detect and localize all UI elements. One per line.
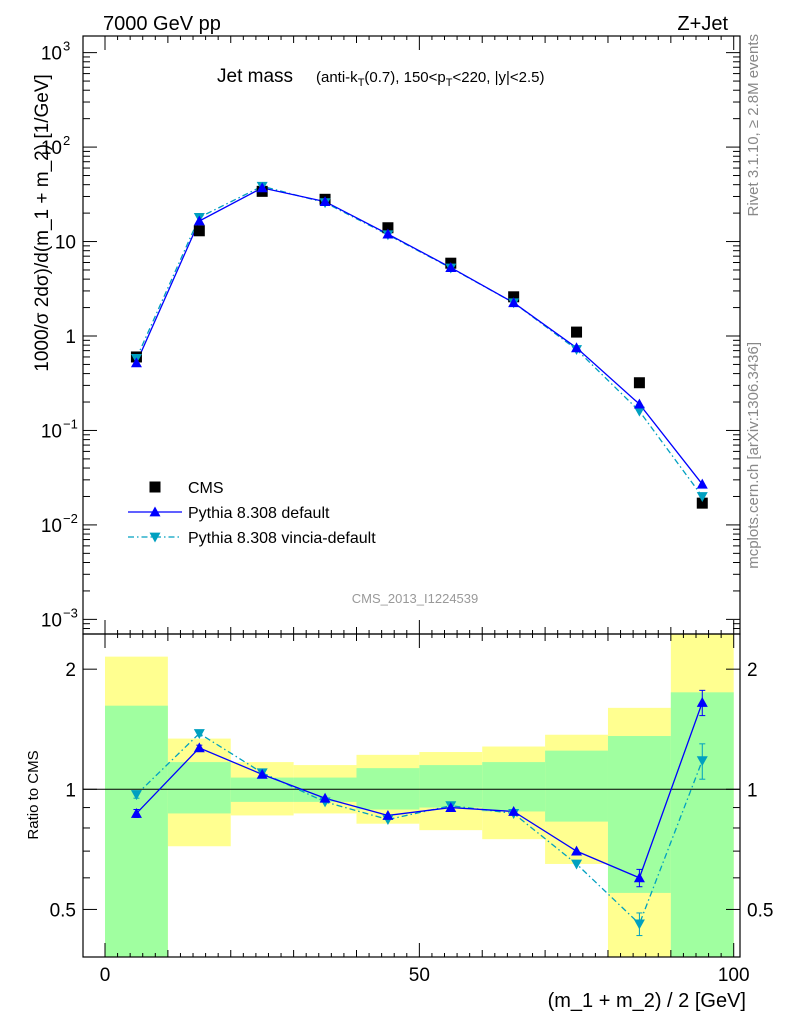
plot-subtitle: (anti-kT(0.7), 150<pT<220, |y|<2.5) <box>316 69 545 89</box>
default-marker <box>445 262 457 272</box>
y-tick-exponent: −2 <box>63 511 78 526</box>
ratio-band-green <box>482 762 546 812</box>
series-line-default <box>135 187 703 485</box>
x-tick-label: 100 <box>718 965 750 986</box>
header-left: 7000 GeV pp <box>103 13 221 35</box>
ratio-band-green <box>607 736 671 893</box>
ratio-default-marker <box>445 802 457 812</box>
cms-data-point <box>508 291 520 303</box>
plot-title: Jet mass <box>217 66 293 87</box>
rivet-version-text: Rivet 3.1.10, ≥ 2.8M events <box>745 34 762 217</box>
default-marker <box>382 228 394 239</box>
main-panel: CMS_2013_I1224539 Jet mass (anti-kT(0.7)… <box>32 66 708 606</box>
ratio-band-green <box>670 692 734 957</box>
ratio-default-marker <box>193 742 205 753</box>
ratio-default-marker <box>696 697 708 707</box>
analysis-watermark: CMS_2013_I1224539 <box>352 591 479 606</box>
main-frame <box>82 35 741 635</box>
ratio-y-axis-label: Ratio to CMS <box>25 750 42 839</box>
series-line-vincia <box>135 185 703 497</box>
ratio-plot-content <box>83 634 740 957</box>
legend-default-marker <box>149 506 161 517</box>
main-plot-content <box>130 181 708 509</box>
vincia-marker <box>633 406 645 417</box>
y-tick-label: 10 <box>55 233 76 254</box>
ratio-vincia-marker <box>571 859 583 870</box>
cms-data-point <box>193 225 205 237</box>
ratio-vincia-marker <box>193 729 205 739</box>
ratio-y-tick-label-left: 0.5 <box>50 900 76 921</box>
ratio-band-green <box>545 750 608 822</box>
header-right: Z+Jet <box>677 13 728 35</box>
y-tick-exponent: −1 <box>63 416 78 431</box>
default-marker <box>319 196 331 206</box>
default-marker <box>256 182 268 193</box>
legend-vincia-marker <box>149 532 161 543</box>
ratio-line-default <box>135 702 703 879</box>
ratio-y-tick-label-left: 2 <box>65 660 76 681</box>
ratio-y-tick-label-right: 1 <box>747 780 758 801</box>
main-y-axis-label: 1000/σ 2dσ)/d(m_1 + m_2) [1/GeV] <box>32 74 53 372</box>
ratio-y-tick-label-right: 0.5 <box>747 900 773 921</box>
cms-data-point <box>382 222 394 234</box>
ratio-frame <box>82 633 741 958</box>
ratio-default-marker <box>382 809 394 820</box>
ratio-band-green <box>419 765 483 808</box>
legend-label: Pythia 8.308 vincia-default <box>188 530 376 547</box>
x-axis-label: (m_1 + m_2) / 2 [GeV] <box>548 990 746 1012</box>
x-tick-label: 50 <box>409 965 430 986</box>
legend-label: Pythia 8.308 default <box>188 505 330 522</box>
ratio-vincia-marker <box>696 756 708 767</box>
default-marker <box>508 297 520 308</box>
y-tick-label: 10 <box>41 516 62 537</box>
vincia-marker <box>696 492 708 502</box>
ratio-y-tick-label-left: 1 <box>65 780 76 801</box>
ratio-vincia-marker <box>633 919 645 930</box>
x-tick-label: 0 <box>100 965 111 986</box>
y-tick-exponent: −3 <box>63 605 78 620</box>
y-tick-label: 10 <box>41 610 62 631</box>
legend: CMS Pythia 8.308 default Pythia 8.308 vinc… <box>128 480 376 547</box>
y-tick-exponent: 2 <box>63 133 70 148</box>
y-tick-label: 10 <box>41 138 62 159</box>
mcplots-text: mcplots.cern.ch [arXiv:1306.3436] <box>745 342 762 569</box>
default-marker <box>571 342 583 353</box>
y-tick-label: 1 <box>65 327 76 348</box>
ratio-default-marker <box>130 807 142 818</box>
ratio-default-marker <box>571 845 583 856</box>
ratio-line-vincia <box>135 732 703 926</box>
default-marker <box>130 357 142 368</box>
ratio-y-tick-label-right: 2 <box>747 660 758 681</box>
y-tick-label: 10 <box>41 421 62 442</box>
cms-data-point <box>571 326 583 338</box>
y-tick-label: 10 <box>41 44 62 65</box>
ratio-default-marker <box>633 872 645 883</box>
legend-cms-marker <box>149 481 161 493</box>
ratio-default-marker <box>319 792 331 803</box>
default-marker <box>193 215 205 226</box>
ratio-band-green <box>167 762 231 814</box>
default-marker <box>633 398 645 409</box>
ratio-band-green <box>105 705 168 957</box>
ratio-default-marker <box>256 768 268 779</box>
cms-data-point <box>633 377 645 389</box>
y-tick-exponent: 3 <box>63 39 70 54</box>
ratio-panel: Ratio to CMS <box>25 634 740 957</box>
ratio-default-marker <box>508 805 520 816</box>
cms-data-point <box>696 497 708 509</box>
legend-label: CMS <box>188 480 224 497</box>
ratio-vincia-marker <box>130 790 142 801</box>
default-marker <box>696 478 708 489</box>
